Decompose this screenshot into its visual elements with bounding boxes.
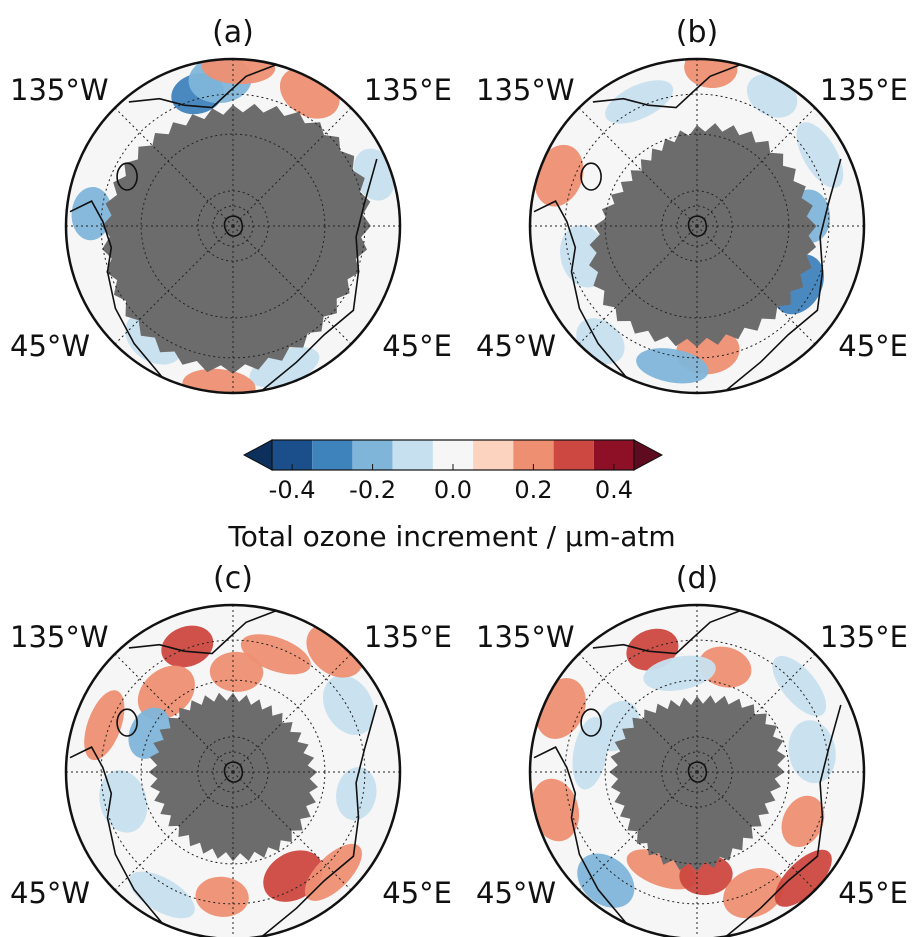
coastline [725, 704, 842, 937]
coastline [580, 162, 602, 191]
lon-label-135w: 135°W [10, 620, 109, 654]
lon-label-135w: 135°W [476, 620, 575, 654]
anomaly-region [796, 122, 844, 188]
panel-label: (c) [213, 561, 253, 596]
anomaly-region [781, 795, 825, 848]
map-boundary [528, 57, 866, 395]
anomaly-region [209, 651, 264, 692]
lon-label-45e: 45°E [382, 329, 452, 363]
anomaly-region [636, 348, 709, 384]
coastline [533, 746, 628, 924]
colorbar-swatch [473, 440, 514, 470]
colorbar-tick-label: -0.4 [269, 476, 316, 504]
anomaly-region [684, 59, 738, 89]
panel-label: (b) [676, 15, 718, 50]
coastline [533, 200, 628, 378]
panel-c: (c) 135°W 135°E 45°W 45°E [10, 561, 452, 937]
panel-d: (d) 135°W 135°E 45°W 45°E [476, 561, 908, 937]
anomaly-region [534, 144, 584, 207]
panel-label: (d) [676, 561, 718, 596]
colorbar-tick-label: 0.2 [514, 476, 552, 504]
anomaly-region [322, 675, 375, 736]
anomaly-region [99, 770, 148, 833]
coastline [592, 63, 741, 109]
coastline [261, 158, 378, 392]
pole-coastline [223, 761, 244, 783]
colorbar-swatch [553, 440, 594, 470]
anomaly-region [723, 868, 784, 919]
lon-label-135e: 135°E [820, 620, 908, 654]
anomaly-region [161, 625, 214, 668]
colorbar-title: Total ozone increment / µm-atm [227, 520, 675, 553]
map-boundary [64, 57, 402, 395]
coastline [725, 158, 842, 392]
coastline [261, 704, 378, 937]
lon-label-135w: 135°W [10, 73, 109, 107]
polar-map [66, 59, 400, 393]
coastline [128, 609, 277, 655]
colorbar-swatch [392, 440, 433, 470]
polar-map [530, 59, 864, 393]
anomaly-region [129, 871, 195, 919]
lon-label-45e: 45°E [382, 876, 452, 910]
colorbar-tick-label: -0.2 [349, 476, 396, 504]
coastline [69, 200, 164, 378]
anomaly-region [577, 853, 635, 908]
panel-label: (a) [212, 15, 254, 50]
panel-a: (a) 135°W 135°E 45°W 45°E [10, 15, 452, 395]
masked-region [609, 695, 786, 872]
polar-map [530, 605, 864, 937]
coastline [116, 162, 138, 191]
colorbar-extend-low [242, 439, 273, 471]
coastline [580, 708, 602, 737]
lon-label-135e: 135°E [820, 73, 908, 107]
anomaly-region [772, 656, 827, 717]
colorbar: -0.4 -0.2 0.0 0.2 0.4 Total ozone increment … [227, 439, 676, 553]
lon-label-45e: 45°E [838, 329, 908, 363]
coastline [592, 609, 741, 655]
anomaly-region [71, 186, 112, 241]
colorbar-swatch [312, 440, 353, 470]
coastline [116, 708, 138, 737]
colorbar-ticks: -0.4 -0.2 0.0 0.2 0.4 [269, 464, 633, 504]
polar-map [66, 605, 400, 937]
lon-label-45e: 45°E [838, 876, 908, 910]
anomaly-region [698, 646, 752, 688]
lon-label-45w: 45°W [10, 876, 90, 910]
pole-coastline [687, 761, 708, 783]
anomaly-region [137, 665, 195, 720]
colorbar-extend-high [633, 439, 664, 471]
lon-label-45w: 45°W [10, 329, 90, 363]
coastline [128, 63, 277, 109]
anomaly-region [605, 80, 674, 124]
anomaly-region [643, 655, 716, 691]
lon-label-45w: 45°W [476, 876, 556, 910]
masked-region [101, 103, 371, 374]
panel-b: (b) 135°W 135°E 45°W 45°E [476, 15, 908, 395]
colorbar-tick-label: 0.0 [434, 476, 472, 504]
map-boundary [528, 603, 866, 937]
colorbar-swatches [242, 439, 664, 471]
lon-label-135w: 135°W [476, 73, 575, 107]
pole-coastline [687, 215, 708, 237]
anomaly-region [84, 690, 125, 761]
coastline [69, 746, 164, 924]
map-boundary [64, 603, 402, 937]
lon-label-45w: 45°W [476, 329, 556, 363]
colorbar-tick-label: 0.4 [595, 476, 633, 504]
anomaly-region [353, 148, 396, 201]
lon-label-135e: 135°E [364, 73, 452, 107]
lon-label-135e: 135°E [364, 620, 452, 654]
anomaly-region [195, 876, 249, 917]
pole-coastline [223, 215, 244, 237]
anomaly-region [182, 368, 256, 393]
